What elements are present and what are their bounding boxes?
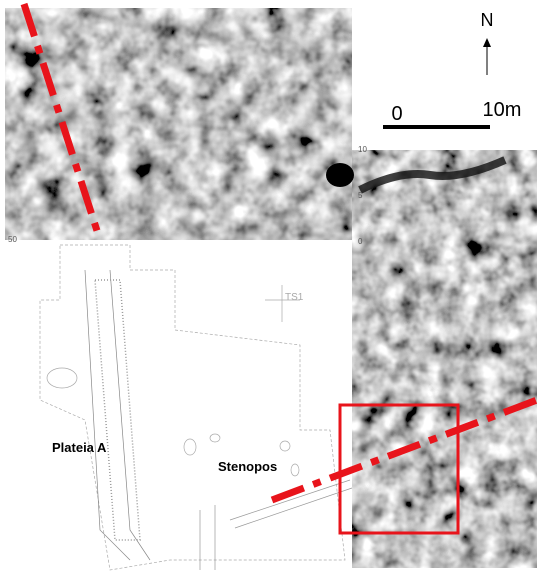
- place-label: Plateia A: [52, 440, 107, 455]
- place-label: Stenopos: [218, 459, 277, 474]
- highlight-box: [338, 403, 460, 535]
- scale-end: 10m: [483, 99, 522, 121]
- north-arrow-head: [483, 38, 491, 47]
- survey-image-east: [352, 150, 537, 568]
- north-label: N: [481, 10, 494, 30]
- edge-mark: 50: [8, 235, 17, 244]
- anomaly: [358, 156, 507, 194]
- scale-start: 0: [391, 103, 402, 125]
- alignment-line: [20, 2, 104, 242]
- trench-label: TS1: [285, 292, 304, 303]
- anomaly: [326, 163, 354, 187]
- edge-mark: 5: [358, 191, 363, 200]
- excavation-plan: [39, 244, 353, 571]
- edge-mark: 10: [358, 145, 367, 154]
- alignment-line: [270, 396, 537, 504]
- survey-image-north: [5, 8, 352, 240]
- edge-mark: 0: [358, 237, 363, 246]
